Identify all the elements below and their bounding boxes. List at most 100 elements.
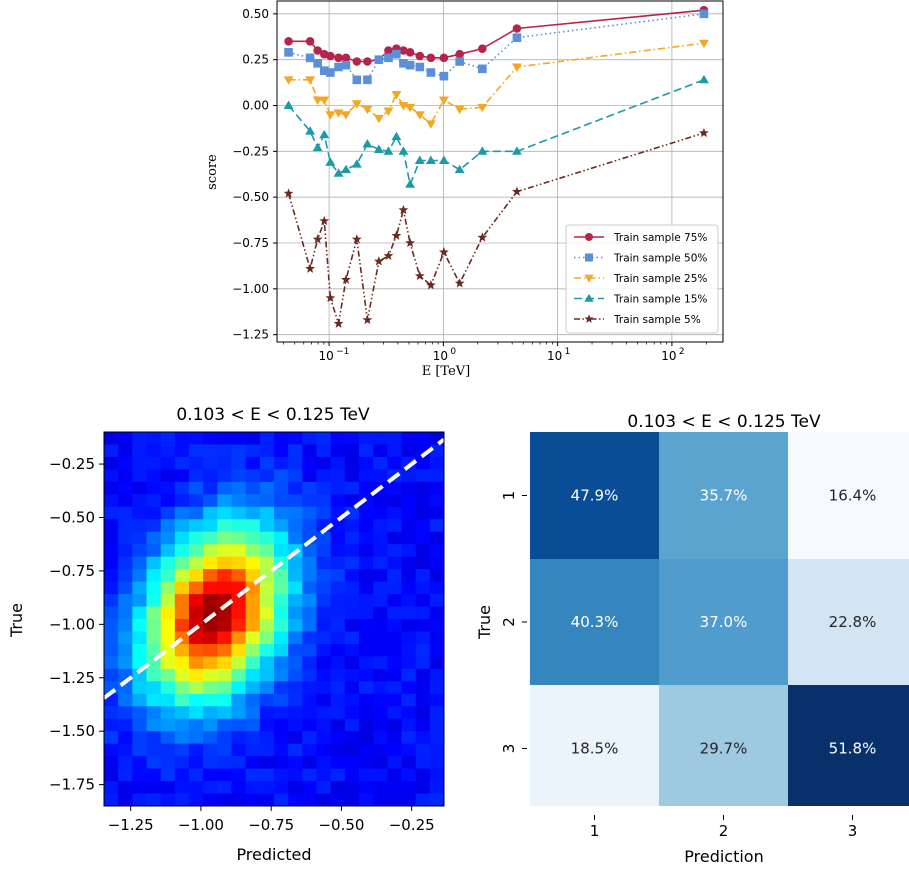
- heatmap-cell: [132, 594, 147, 607]
- data-point: [341, 274, 351, 284]
- heatmap-cell: [146, 444, 162, 458]
- heatmap-cell: [118, 606, 133, 620]
- heatmap-cell: [373, 643, 388, 657]
- heatmap-cell: [118, 444, 133, 458]
- heatmap-cell: [387, 531, 402, 545]
- heatmap-cell: [302, 743, 317, 757]
- heatmap-cell: [288, 731, 303, 745]
- heatmap-cell: [104, 656, 119, 670]
- heatmap-cell: [344, 706, 360, 720]
- heatmap-cell: [415, 681, 431, 695]
- heatmap-cell: [330, 731, 346, 745]
- heatmap-cell: [203, 519, 218, 533]
- heatmap-cell: [118, 643, 133, 657]
- heatmap-cell: [302, 519, 317, 533]
- data-point: [415, 51, 425, 61]
- heatmap-cell: [359, 519, 374, 533]
- heatmap-cell: [344, 631, 360, 645]
- heatmap-cell: [401, 631, 417, 645]
- heatmap-cell: [387, 756, 402, 769]
- data-point: [439, 247, 449, 257]
- heatmap-cell: [174, 656, 190, 670]
- heatmap-cell: [146, 519, 162, 533]
- heatmap-cell: [316, 768, 332, 782]
- heatmap-cell: [231, 768, 247, 782]
- y-tick-label: −1.00: [49, 615, 95, 633]
- heatmap-cell: [415, 544, 431, 558]
- heatmap-cell: [231, 544, 247, 558]
- heatmap-cell: [359, 531, 374, 545]
- heatmap-cell: [231, 494, 247, 508]
- heatmap-cell: [344, 519, 360, 533]
- heatmap-cell: [373, 606, 388, 620]
- data-point: [351, 234, 362, 244]
- heatmap-cell: [118, 556, 133, 570]
- y-tick-label: 0.00: [242, 99, 269, 113]
- heatmap-cell: [288, 619, 303, 632]
- heatmap-cell: [189, 781, 204, 794]
- heatmap-cell: [245, 519, 261, 533]
- y-axis-label: score: [205, 154, 220, 190]
- data-point: [351, 159, 362, 168]
- heatmap-cell: [160, 456, 176, 470]
- heatmap-cell: [302, 432, 317, 445]
- heatmap-cell: [203, 569, 218, 582]
- heatmap-cell: [189, 731, 204, 745]
- heatmap-cell: [217, 456, 232, 470]
- heatmap-cell: [118, 594, 133, 607]
- heatmap-cell: [174, 681, 190, 695]
- heatmap-cell: [259, 768, 275, 782]
- heatmap-cell: [160, 531, 176, 545]
- heatmap-cell: [104, 569, 119, 582]
- heatmap-cell: [132, 432, 147, 445]
- heatmap-cell: [330, 743, 346, 757]
- heatmap-cell: [189, 606, 204, 620]
- heatmap-cell: [104, 519, 119, 533]
- x-axis-label: Prediction: [684, 847, 763, 866]
- heatmap-cell: [302, 581, 317, 595]
- x-axis: 10 −1 10 0 10 1 10 2: [283, 342, 707, 363]
- heatmap-cell: [359, 693, 374, 707]
- heatmap-cell: [330, 581, 346, 595]
- heatmap-cell: [174, 506, 190, 520]
- heatmap-cell: [415, 693, 431, 707]
- heatmap-cell: [387, 643, 402, 657]
- heatmap-cell: [274, 693, 289, 707]
- heatmap-cell: [245, 756, 261, 769]
- heatmap-cell: [174, 706, 190, 720]
- heatmap-cell: [189, 743, 204, 757]
- heatmap-cell: [302, 619, 317, 632]
- heatmap-cell: [373, 668, 388, 682]
- data-point: [391, 131, 402, 141]
- heatmap-cell: [245, 706, 261, 720]
- heatmap-cell: [146, 469, 162, 483]
- heatmap-cell: [174, 718, 190, 732]
- data-point: [305, 263, 316, 273]
- heatmap-cell: [245, 556, 261, 570]
- heatmap-cell: [316, 469, 332, 483]
- x-tick-label: 3: [848, 822, 858, 840]
- heatmap-cell: [330, 481, 346, 495]
- heatmap-cell: [274, 606, 289, 620]
- heatmap-cell: [259, 743, 275, 757]
- heatmap-cell: [160, 743, 176, 757]
- heatmap-cell: [104, 606, 119, 620]
- heatmap-cell: [359, 506, 374, 520]
- heatmap-cell: [387, 444, 402, 458]
- heatmap-cell: [330, 643, 346, 657]
- data-point: [699, 127, 709, 138]
- data-point: [584, 293, 594, 302]
- heatmap-cell: [174, 432, 190, 445]
- heatmap-cell: [359, 556, 374, 570]
- heatmap-cell: [274, 531, 289, 545]
- heatmap-cell: [118, 469, 133, 483]
- heatmap-cell: [104, 668, 119, 682]
- heatmap-cell: [174, 544, 190, 558]
- data-point: [325, 292, 336, 303]
- heatmap-cell: [132, 519, 147, 533]
- heatmap-cell: [259, 444, 275, 458]
- heatmap-cell: [415, 731, 431, 745]
- heatmap-cell: [189, 556, 204, 570]
- data-point: [454, 105, 465, 115]
- heatmap-cell: [330, 556, 346, 570]
